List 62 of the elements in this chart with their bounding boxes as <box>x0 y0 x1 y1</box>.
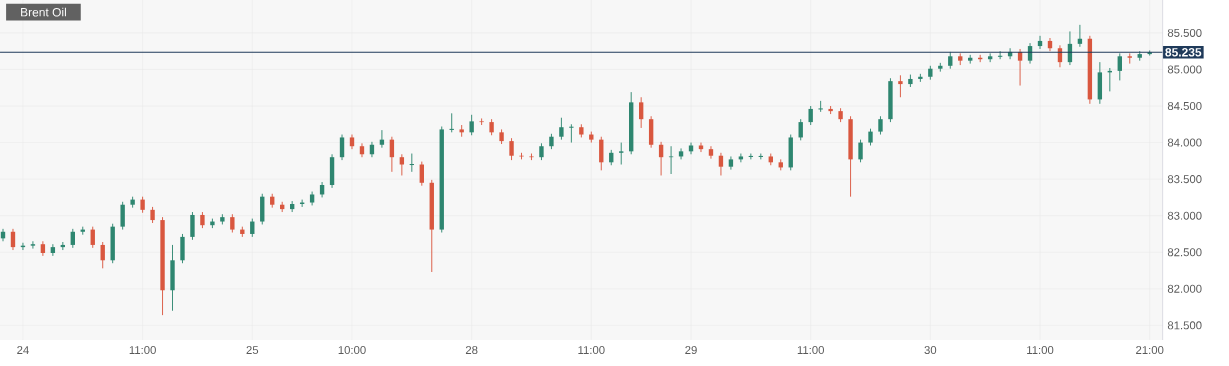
x-tick-label: 21:00 <box>1136 346 1164 355</box>
candlestick <box>638 96 644 129</box>
x-tick-label: 11:00 <box>578 346 605 355</box>
x-tick-label: 28 <box>465 346 478 355</box>
candlestick <box>798 118 803 141</box>
candlestick <box>678 147 684 160</box>
x-tick-label: 10:00 <box>338 346 366 355</box>
candlestick <box>568 123 575 144</box>
candlestick <box>70 228 75 249</box>
candlestick <box>120 201 125 231</box>
candlestick <box>469 114 474 136</box>
candlestick <box>10 228 16 251</box>
y-tick-label: 83.000 <box>1167 211 1202 220</box>
candlestick <box>559 117 564 141</box>
candlestick <box>1077 24 1083 48</box>
x-tick-label: 29 <box>685 346 697 355</box>
y-tick-label: 85.000 <box>1167 65 1202 74</box>
y-tick-label: 84.000 <box>1167 138 1202 147</box>
ref-line-label: 85.235 <box>1165 48 1202 57</box>
candlestick <box>509 137 514 161</box>
x-tick-label: 11:00 <box>129 346 156 355</box>
x-tick-label: 25 <box>246 346 259 355</box>
candlestick <box>419 161 424 187</box>
candlestick <box>858 139 863 163</box>
candlestick <box>728 155 734 171</box>
y-tick-label: 84.500 <box>1167 102 1202 111</box>
candlestick <box>1117 52 1122 81</box>
candlestick <box>898 74 903 98</box>
candlestick <box>808 105 813 126</box>
y-tick-label: 82.000 <box>1167 284 1202 293</box>
candlestick <box>738 153 744 163</box>
candlestick <box>1037 35 1043 50</box>
candlestick <box>698 142 704 153</box>
candlestick <box>817 100 824 113</box>
candlestick <box>718 152 724 176</box>
candlestick <box>668 145 674 175</box>
candlestick <box>100 241 105 269</box>
candlestick <box>190 211 195 241</box>
x-tick-label: 30 <box>924 346 937 355</box>
candlestick <box>619 142 624 165</box>
y-tick-label: 82.500 <box>1167 248 1202 257</box>
y-tick-label: 83.500 <box>1167 175 1202 184</box>
candlestick <box>90 226 95 249</box>
candlestick <box>688 142 694 155</box>
x-tick-label: 24 <box>17 346 29 354</box>
candlestick <box>339 134 345 161</box>
candlestick <box>708 145 714 160</box>
candlestick <box>479 117 484 126</box>
candlestick <box>180 233 185 264</box>
y-tick-label: 81.500 <box>1167 321 1202 330</box>
candlestick <box>50 243 56 257</box>
x-tick-label: 11:00 <box>797 346 824 355</box>
y-tick-label: 85.500 <box>1167 28 1202 37</box>
text: Brent Oil <box>21 7 66 17</box>
x-tick-label: 11:00 <box>1027 346 1054 355</box>
candlestick <box>30 240 36 250</box>
candlestick <box>399 153 405 176</box>
candlestick <box>359 142 365 158</box>
candlestick <box>878 115 883 135</box>
candlestick <box>230 213 235 233</box>
candlestick <box>1127 52 1132 65</box>
candlestick <box>379 129 385 149</box>
